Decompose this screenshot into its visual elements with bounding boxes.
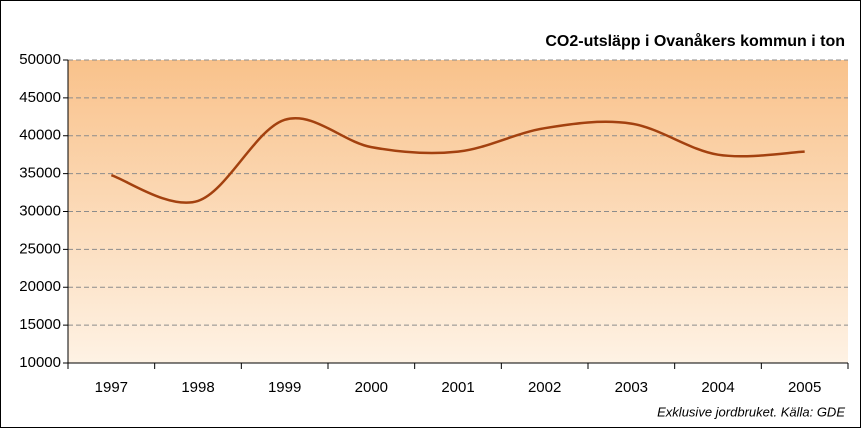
y-tick-label: 25000	[19, 240, 61, 257]
y-tick-label: 50000	[19, 51, 61, 68]
x-tick-label: 1997	[95, 379, 128, 396]
y-tick-label: 20000	[19, 278, 61, 295]
x-tick-label: 2004	[701, 379, 734, 396]
data-line	[110, 117, 805, 204]
x-tick-label: 1998	[181, 379, 214, 396]
y-tick-label: 15000	[19, 316, 61, 333]
x-tick-label: 2000	[355, 379, 388, 396]
y-tick-label: 45000	[19, 89, 61, 106]
footnote: Exklusive jordbruket. Källa: GDE	[657, 404, 845, 419]
x-tick-label: 2003	[615, 379, 648, 396]
x-tick-label: 2005	[788, 379, 821, 396]
x-tick-label: 2001	[441, 379, 474, 396]
x-tick-label: 1999	[268, 379, 301, 396]
y-tick-label: 35000	[19, 165, 61, 182]
y-tick-label: 10000	[19, 354, 61, 371]
x-tick-label: 2002	[528, 379, 561, 396]
y-tick-label: 30000	[19, 202, 61, 219]
y-tick-label: 40000	[19, 127, 61, 144]
chart-title: CO2-utsläpp i Ovanåkers kommun i ton	[545, 32, 845, 50]
